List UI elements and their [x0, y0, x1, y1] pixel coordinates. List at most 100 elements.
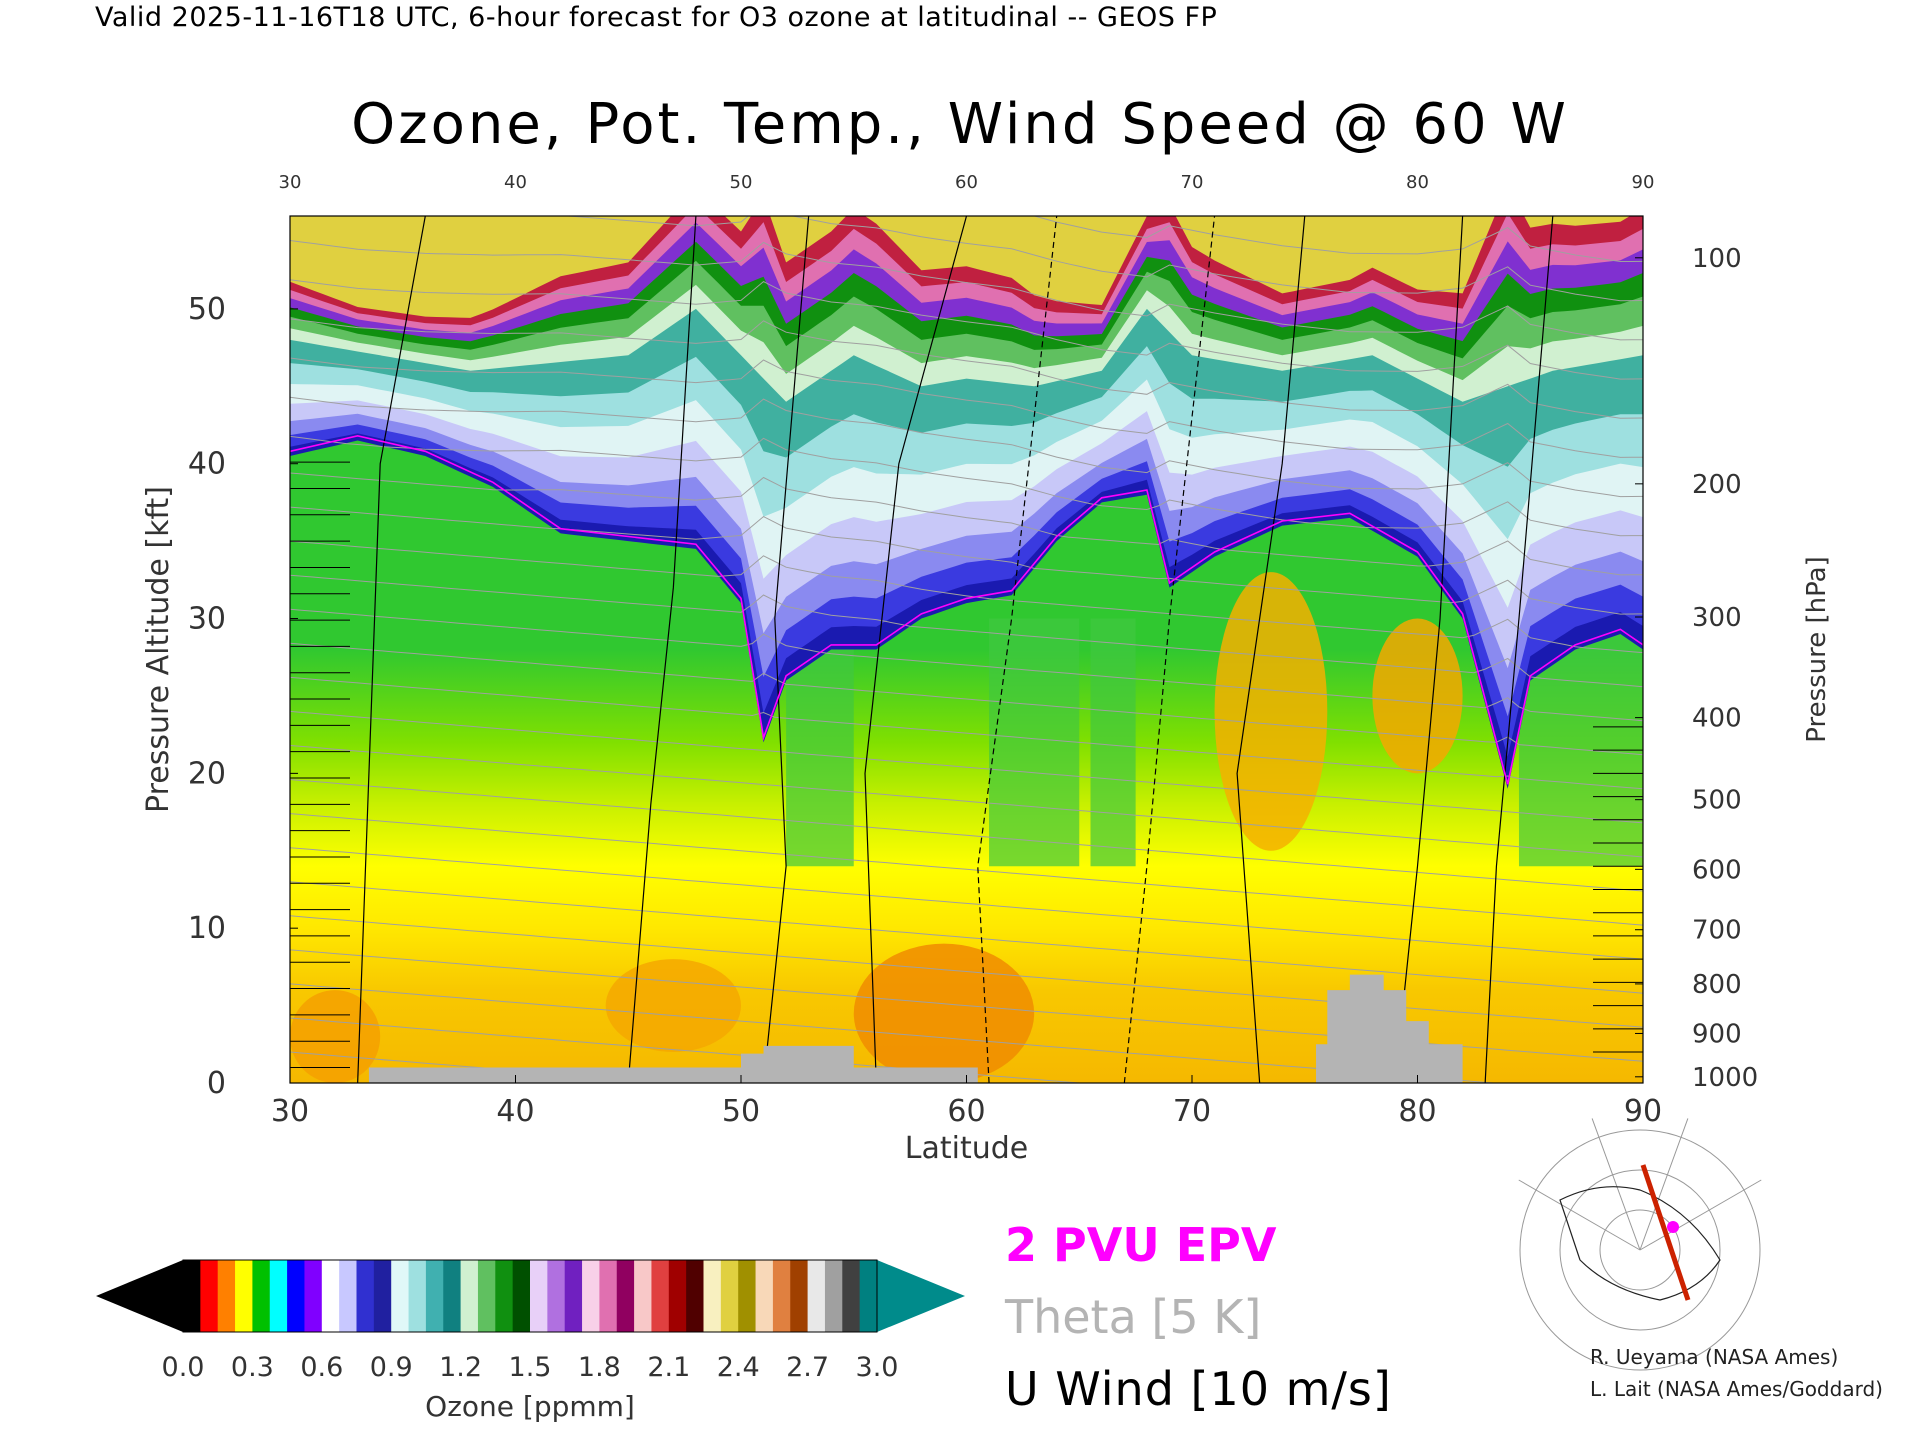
pressure-tick-label-400: 400	[1692, 704, 1742, 734]
colorbar-cell-10	[356, 1260, 375, 1332]
wind-contour-7	[1394, 216, 1464, 1083]
colorbar-tick-5: 1.5	[509, 1352, 552, 1383]
wind-contour-6	[1236, 216, 1306, 1083]
theta-contour-5	[290, 881, 1643, 994]
ozone-patch-4	[1372, 618, 1463, 774]
wind-legend: U Wind [10 m/s]	[1005, 1362, 1392, 1416]
colorbar-tick-1: 0.3	[231, 1352, 274, 1383]
colorbar-over-arrow	[877, 1260, 965, 1332]
x-top-tick-label-60: 60	[955, 172, 978, 193]
theta-contour-22	[290, 279, 1643, 380]
terrain	[368, 974, 1463, 1083]
theta-contour-11	[290, 676, 1643, 790]
ozone-patch-2	[605, 959, 741, 1053]
wind-contour-0	[357, 216, 426, 1083]
colorbar-cell-9	[339, 1260, 358, 1332]
x-tick-label-30: 30	[271, 1094, 309, 1129]
theta-contour-24	[474, 216, 1643, 302]
colorbar-cell-1	[200, 1260, 219, 1332]
pressure-tick-label-300: 300	[1692, 603, 1742, 633]
x-axis-label: Latitude	[905, 1131, 1028, 1166]
pressure-tick-label-1000: 1000	[1692, 1063, 1758, 1093]
theta-contour-21	[290, 318, 1643, 419]
credit-author-1: R. Ueyama (NASA Ames)	[1590, 1345, 1839, 1369]
ozone-green-column-2	[1090, 618, 1136, 867]
colorbar-cell-27	[651, 1260, 670, 1332]
colorbar-cell-23	[582, 1260, 600, 1332]
colorbar-cell-29	[686, 1260, 705, 1332]
y-axis-label: Pressure Altitude [kft]	[141, 486, 176, 813]
colorbar-cell-26	[634, 1260, 653, 1332]
y-tick-label-30: 30	[188, 602, 226, 637]
theta-legend: Theta [5 K]	[1005, 1290, 1262, 1344]
colorbar-cell-21	[547, 1260, 566, 1332]
colorbar-cell-28	[668, 1260, 687, 1332]
wind-contour-5	[1123, 216, 1216, 1083]
y-tick-label-40: 40	[188, 447, 226, 482]
colorbar-tick-10: 3.0	[856, 1352, 899, 1383]
wind-contour-4	[977, 216, 1058, 1083]
x-top-tick-label-90: 90	[1632, 172, 1655, 193]
theta-contour-23	[290, 240, 1643, 341]
map-latitude-circle-1	[1559, 1169, 1721, 1331]
colorbar-cell-32	[738, 1260, 757, 1332]
x-top-tick-label-40: 40	[504, 172, 527, 193]
ozone-patch-3	[1214, 572, 1328, 851]
pressure-tick-label-700: 700	[1692, 916, 1742, 946]
colorbar-frame	[182, 1259, 878, 1333]
colorbar-cell-36	[807, 1260, 826, 1332]
theta-contour-16	[290, 506, 1643, 615]
theta-contour-19	[290, 396, 1643, 498]
map-location-marker	[1667, 1221, 1679, 1233]
theta-contour-12	[290, 642, 1643, 756]
wind-contour-8	[1484, 216, 1554, 1083]
colorbar-cell-11	[373, 1260, 392, 1332]
theta-contour-13	[290, 608, 1643, 722]
theta-contour-18	[290, 435, 1643, 537]
y-tick-label-20: 20	[188, 756, 226, 791]
colorbar-cell-35	[790, 1260, 809, 1332]
map-meridian-1	[1591, 1118, 1641, 1251]
x-top-tick-label-30: 30	[279, 172, 302, 193]
pressure-tick-label-500: 500	[1692, 786, 1742, 816]
colorbar-cell-20	[530, 1260, 548, 1332]
ozone-patch-1	[290, 990, 381, 1083]
x-tick-label-70: 70	[1173, 1094, 1211, 1129]
ozone-green-column-1	[989, 618, 1080, 867]
colorbar-cell-37	[824, 1260, 843, 1332]
colorbar-cell-4	[252, 1260, 271, 1332]
colorbar-tick-2: 0.6	[300, 1352, 343, 1383]
map-meridian-3	[1639, 1179, 1762, 1251]
colorbar-cell-13	[408, 1260, 427, 1332]
location-map	[1518, 1118, 1762, 1371]
colorbar-cell-24	[599, 1260, 618, 1332]
epv-legend: 2 PVU EPV	[1005, 1218, 1277, 1272]
theta-contour-25	[1032, 216, 1643, 262]
colorbar-under-arrow	[96, 1260, 183, 1332]
colorbar-cell-38	[842, 1260, 861, 1332]
colorbar-cell-22	[564, 1260, 583, 1332]
y2-axis-label: Pressure [hPa]	[1802, 556, 1832, 743]
map-meridian-2	[1639, 1118, 1689, 1251]
theta-contour-10	[290, 710, 1643, 824]
colorbar-cell-5	[269, 1260, 288, 1332]
colorbar-tick-0: 0.0	[162, 1352, 205, 1383]
x-tick-label-50: 50	[722, 1094, 760, 1129]
colorbar-tick-3: 0.9	[370, 1352, 413, 1383]
pressure-tick-label-600: 600	[1692, 855, 1742, 885]
y-tick-label-0: 0	[207, 1066, 226, 1101]
forecast-header: Valid 2025-11-16T18 UTC, 6-hour forecast…	[95, 2, 1218, 33]
x-top-tick-label-50: 50	[730, 172, 753, 193]
colorbar-cell-34	[772, 1260, 791, 1332]
ozone-patch-0	[853, 943, 1035, 1083]
ozone-colorbar: 0.0 0.3 0.6 0.9 1.2 1.5 1.8 2.1 2.4 2.7 3.0 Ozone […	[96, 1259, 965, 1423]
colorbar-cell-15	[443, 1260, 462, 1332]
stratosphere-band-13	[290, 216, 1643, 318]
map-coastline	[1559, 1186, 1721, 1301]
colorbar-cell-3	[235, 1260, 253, 1332]
colorbar-cell-16	[460, 1260, 479, 1332]
y-tick-label-10: 10	[188, 911, 226, 946]
x-tick-label-90: 90	[1624, 1094, 1662, 1129]
x-tick-label-60: 60	[947, 1094, 985, 1129]
